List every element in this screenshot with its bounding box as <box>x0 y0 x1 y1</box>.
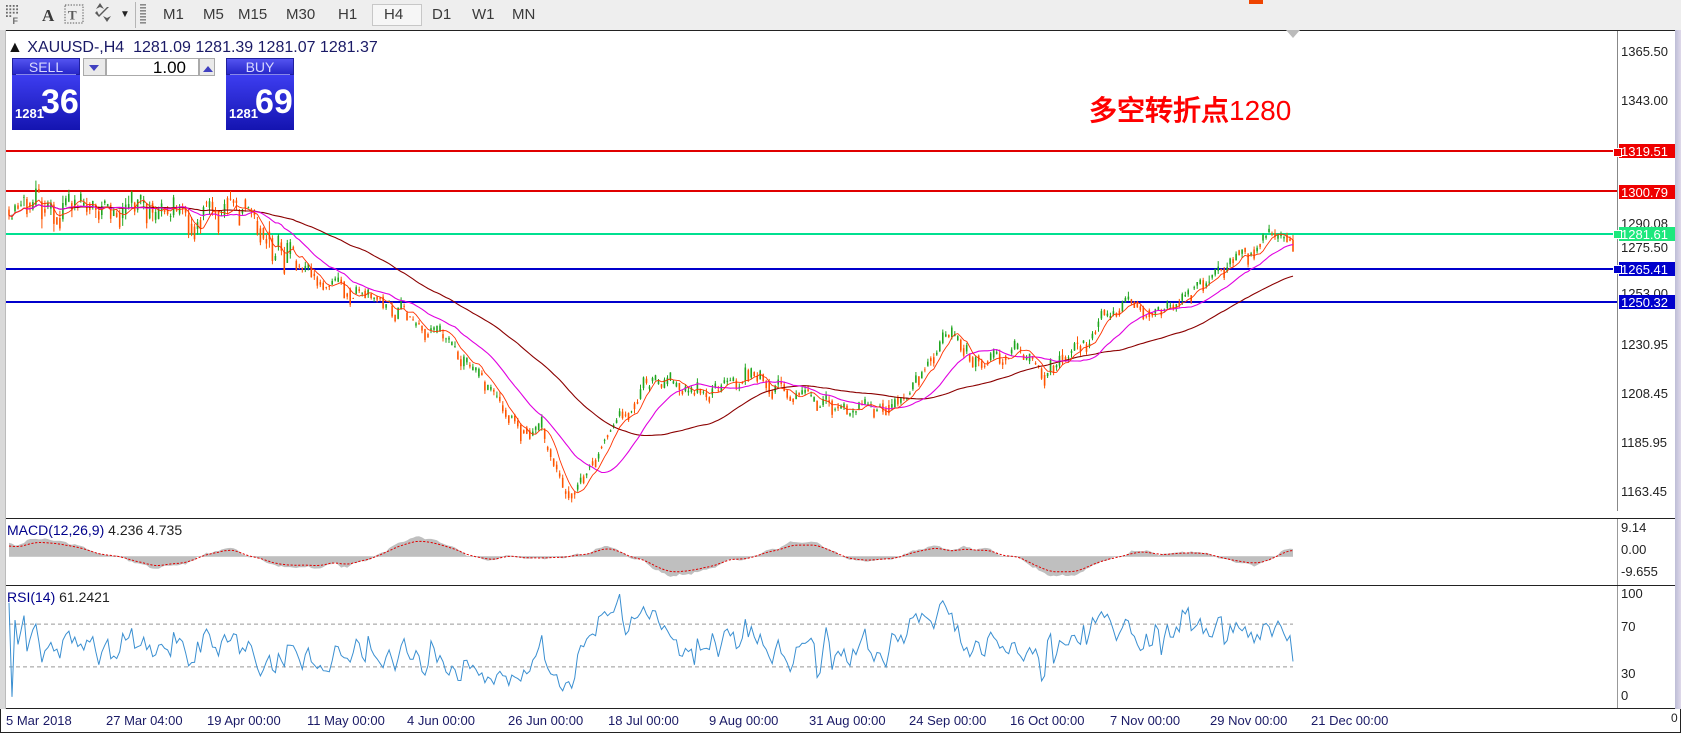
svg-text:F: F <box>13 16 19 25</box>
svg-text:T: T <box>68 8 77 23</box>
